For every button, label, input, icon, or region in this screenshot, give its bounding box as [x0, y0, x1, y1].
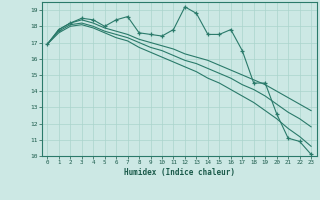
X-axis label: Humidex (Indice chaleur): Humidex (Indice chaleur)	[124, 168, 235, 177]
